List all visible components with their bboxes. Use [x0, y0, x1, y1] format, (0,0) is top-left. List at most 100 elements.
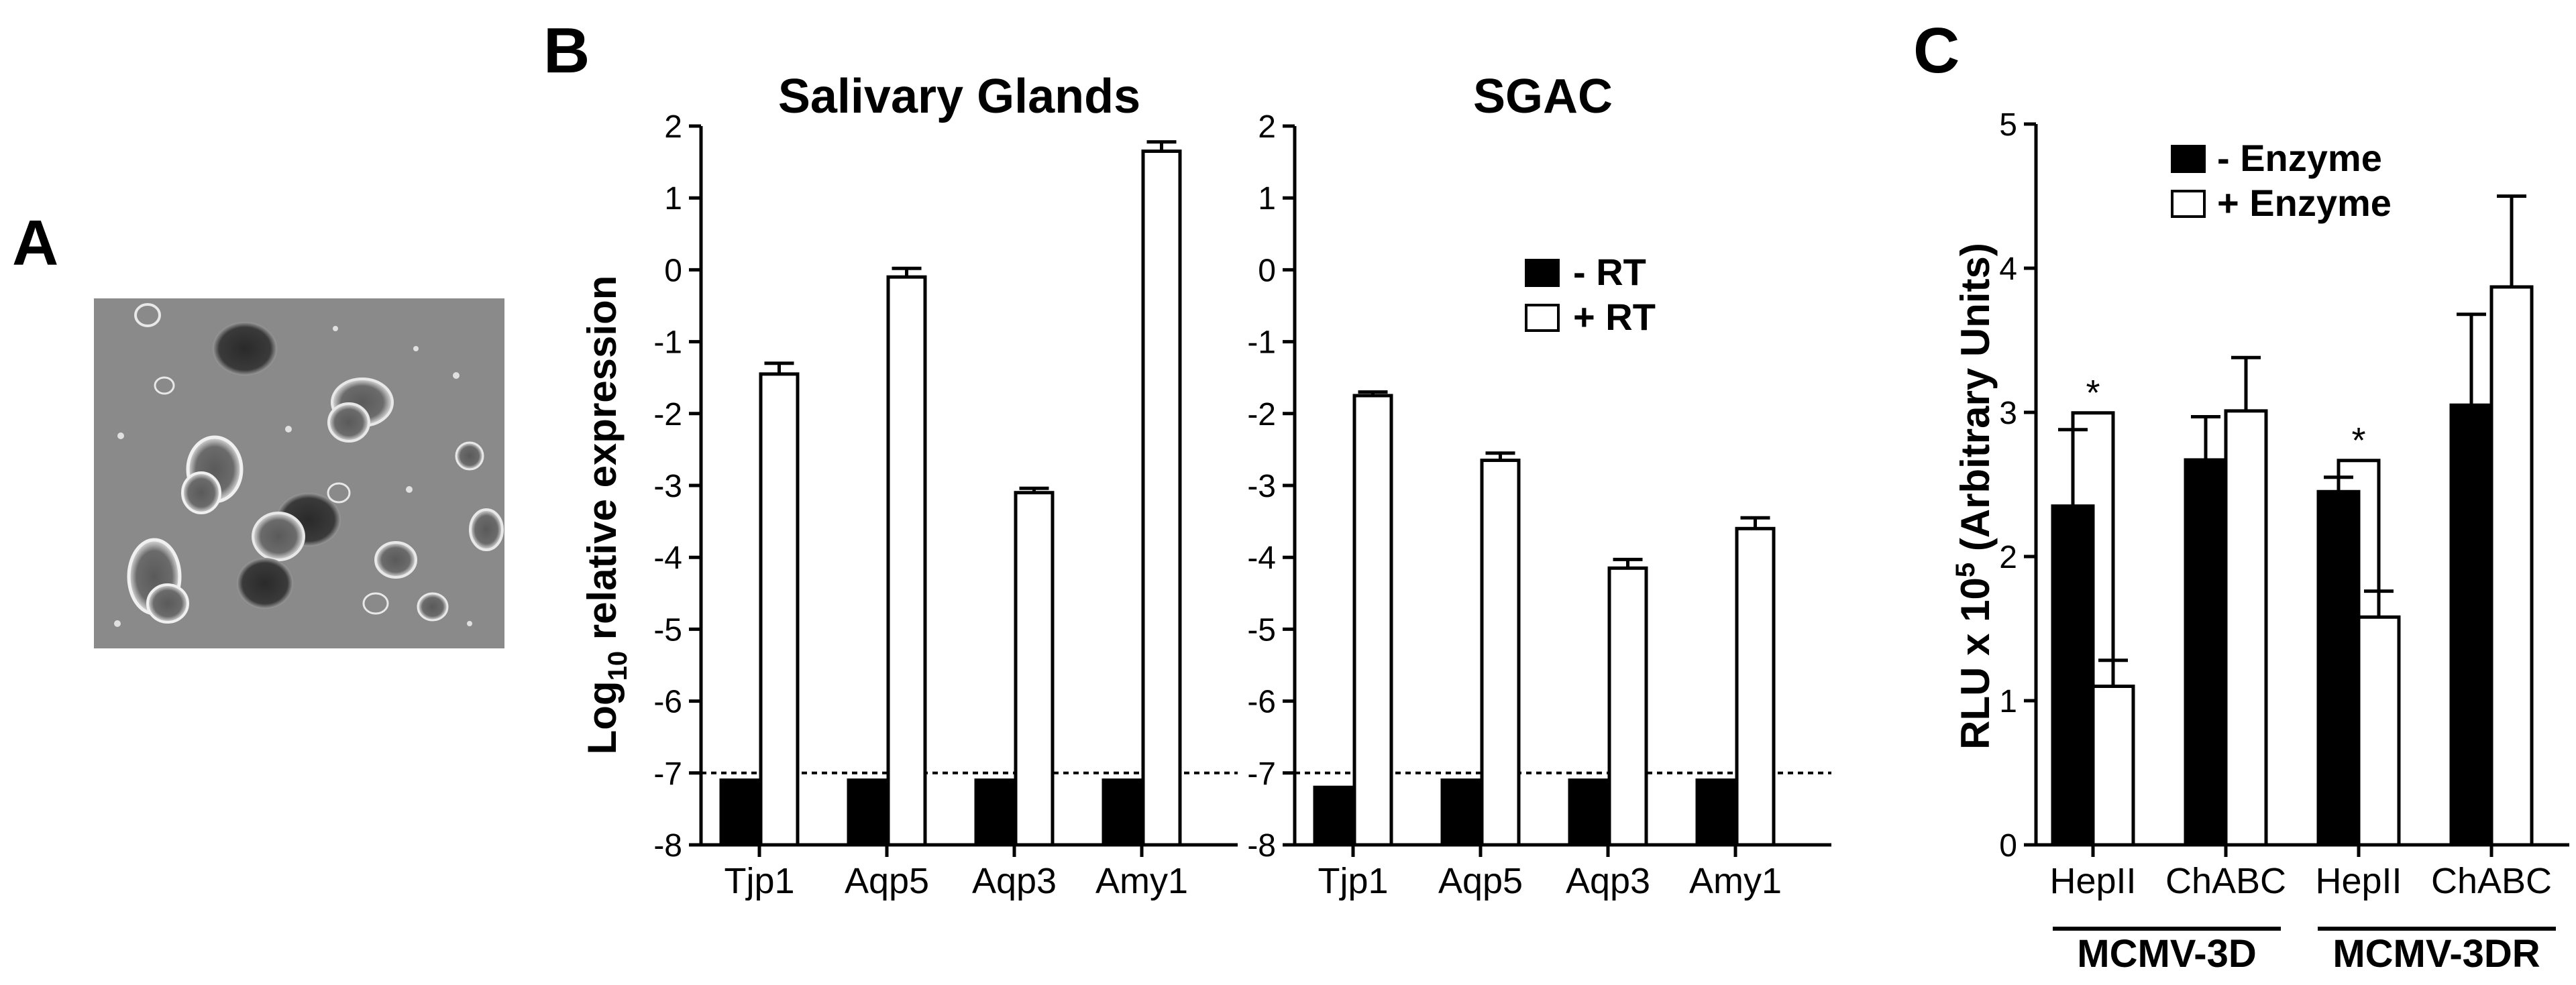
panel-letter-a: A: [12, 207, 58, 279]
x-tick-label: HepII: [2049, 861, 2136, 901]
chart-sgac: SGAC 2 1 0 -1 -2 -3 -4 -5 -6 -7 -8 Tjp1 Aqp5 Aqp3 Amy…: [1247, 70, 1831, 901]
bars-sgac: [1313, 390, 1776, 847]
significance-star: *: [2351, 420, 2365, 461]
significance-bracket: [2071, 411, 2115, 681]
bar--rt: [1014, 491, 1055, 847]
bar--rt: [847, 778, 888, 847]
chart-rlu: 0 1 2 3 4 5 * * HepII ChABC HepII ChABC: [1999, 107, 2569, 901]
y-axis-label-b-subscript: 10: [603, 651, 633, 681]
bar--enzyme: [2449, 403, 2493, 847]
legend-c-swatch-minus-enzyme: [2171, 145, 2206, 173]
y-tick-label: -5: [653, 612, 682, 648]
bar--rt: [1480, 458, 1521, 847]
y-tick-label: 2: [664, 109, 682, 145]
legend-c: - Enzyme + Enzyme: [2171, 137, 2392, 224]
significance-bracket: [2337, 459, 2381, 612]
legend-b-swatch-minus-rt: [1525, 259, 1560, 287]
micrograph-cells: [114, 303, 504, 627]
y-tick-label: 3: [1999, 396, 2017, 431]
y-tick-label: 5: [1999, 107, 2017, 143]
y-tick-label: 4: [1999, 251, 2017, 287]
group-label-mcmv-3dr: MCMV-3DR: [2332, 932, 2540, 976]
legend-c-label-plus-enzyme: + Enzyme: [2217, 182, 2392, 224]
bar--rt: [1313, 785, 1354, 847]
bar--enzyme: [2091, 685, 2135, 847]
panel-letter-b: B: [543, 15, 590, 86]
chart-title-salivary: Salivary Glands: [778, 70, 1140, 123]
x-ticks-rlu: HepII ChABC HepII ChABC: [2049, 845, 2552, 901]
y-tick-label: 1: [664, 181, 682, 217]
x-tick-label: Tjp1: [724, 861, 794, 901]
legend-c-swatch-plus-enzyme: [2171, 190, 2206, 218]
y-tick-label: -6: [1247, 685, 1276, 720]
y-tick-label: 0: [1999, 828, 2017, 864]
bar--enzyme: [2051, 504, 2095, 847]
x-tick-label: HepII: [2315, 861, 2402, 901]
x-ticks-sgac: Tjp1 Aqp5 Aqp3 Amy1: [1318, 845, 1782, 901]
y-tick-label: -3: [1247, 469, 1276, 504]
y-tick-label: -2: [1247, 397, 1276, 432]
y-axis-label-c-main: RLU x 10: [1953, 577, 1998, 750]
bar--enzyme: [2316, 489, 2361, 847]
y-tick-label: -1: [653, 325, 682, 361]
bars-salivary: [719, 140, 1182, 847]
y-axis-label-c-superscript: 5: [1951, 563, 1980, 577]
bar--enzyme: [2357, 615, 2401, 847]
chart-salivary-glands: Salivary Glands 2 1 0 -1 -2 -3 -4 -5 -6 -7 -8 Tjp1…: [653, 70, 1238, 901]
y-axis-label-b-main: Log: [580, 681, 625, 754]
micrograph-image: [94, 298, 504, 648]
y-tick-label: 2: [1999, 540, 2017, 575]
x-tick-label: Tjp1: [1318, 861, 1388, 901]
bar--rt: [1735, 526, 1776, 847]
bar--rt: [759, 372, 800, 847]
bar--rt: [1102, 778, 1142, 847]
y-tick-label: -6: [653, 685, 682, 720]
y-tick-label: -3: [653, 469, 682, 504]
bar--rt: [719, 778, 760, 847]
bar--rt: [1695, 778, 1736, 847]
y-axis-label-c-rest: (Arbitrary Units): [1953, 243, 1998, 563]
chart-title-sgac: SGAC: [1473, 70, 1613, 123]
significance-star: *: [2086, 373, 2100, 413]
x-tick-label: ChABC: [2431, 861, 2552, 901]
y-tick-label: -2: [653, 397, 682, 432]
group-label-mcmv-3d: MCMV-3D: [2077, 932, 2256, 976]
y-tick-label: -7: [1247, 756, 1276, 792]
bar--rt: [1568, 778, 1609, 847]
x-tick-label: Aqp5: [845, 861, 929, 901]
legend-b: - RT + RT: [1525, 251, 1656, 338]
bar--rt: [974, 778, 1015, 847]
x-tick-label: Aqp3: [972, 861, 1057, 901]
y-tick-label: -7: [653, 756, 682, 792]
y-tick-label: -5: [1247, 612, 1276, 648]
y-tick-label: 2: [1258, 109, 1276, 145]
bar--rt: [1440, 778, 1481, 847]
group-labels-c: MCMV-3D MCMV-3DR: [2053, 927, 2556, 976]
x-ticks-salivary: Tjp1 Aqp5 Aqp3 Amy1: [724, 845, 1188, 901]
bar--enzyme: [2224, 409, 2268, 847]
y-axis-label-b: Log10 relative expression: [580, 276, 633, 755]
x-tick-label: Amy1: [1689, 861, 1782, 901]
legend-c-label-minus-enzyme: - Enzyme: [2217, 137, 2382, 179]
bar--rt: [1607, 566, 1648, 847]
legend-b-swatch-plus-rt: [1525, 304, 1560, 332]
bar--enzyme: [2184, 458, 2228, 847]
legend-b-label-minus-rt: - RT: [1573, 251, 1646, 293]
y-tick-label: -8: [1247, 828, 1276, 864]
bar--rt: [1141, 150, 1182, 847]
y-tick-label: -8: [653, 828, 682, 864]
y-tick-label: 0: [664, 253, 682, 288]
y-axis-label-c: RLU x 105 (Arbitrary Units): [1951, 243, 1998, 750]
y-axis-label-b-rest: relative expression: [580, 276, 625, 651]
y-tick-label: 0: [1258, 253, 1276, 288]
y-tick-label: 1: [1999, 684, 2017, 719]
bar--rt: [886, 275, 927, 847]
panel-letter-c: C: [1913, 15, 1960, 86]
legend-b-label-plus-rt: + RT: [1573, 296, 1656, 338]
x-tick-label: ChABC: [2165, 861, 2286, 901]
y-tick-label: -4: [1247, 540, 1276, 576]
x-tick-label: Aqp5: [1438, 861, 1523, 901]
y-tick-label: -1: [1247, 325, 1276, 361]
x-tick-label: Amy1: [1095, 861, 1188, 901]
